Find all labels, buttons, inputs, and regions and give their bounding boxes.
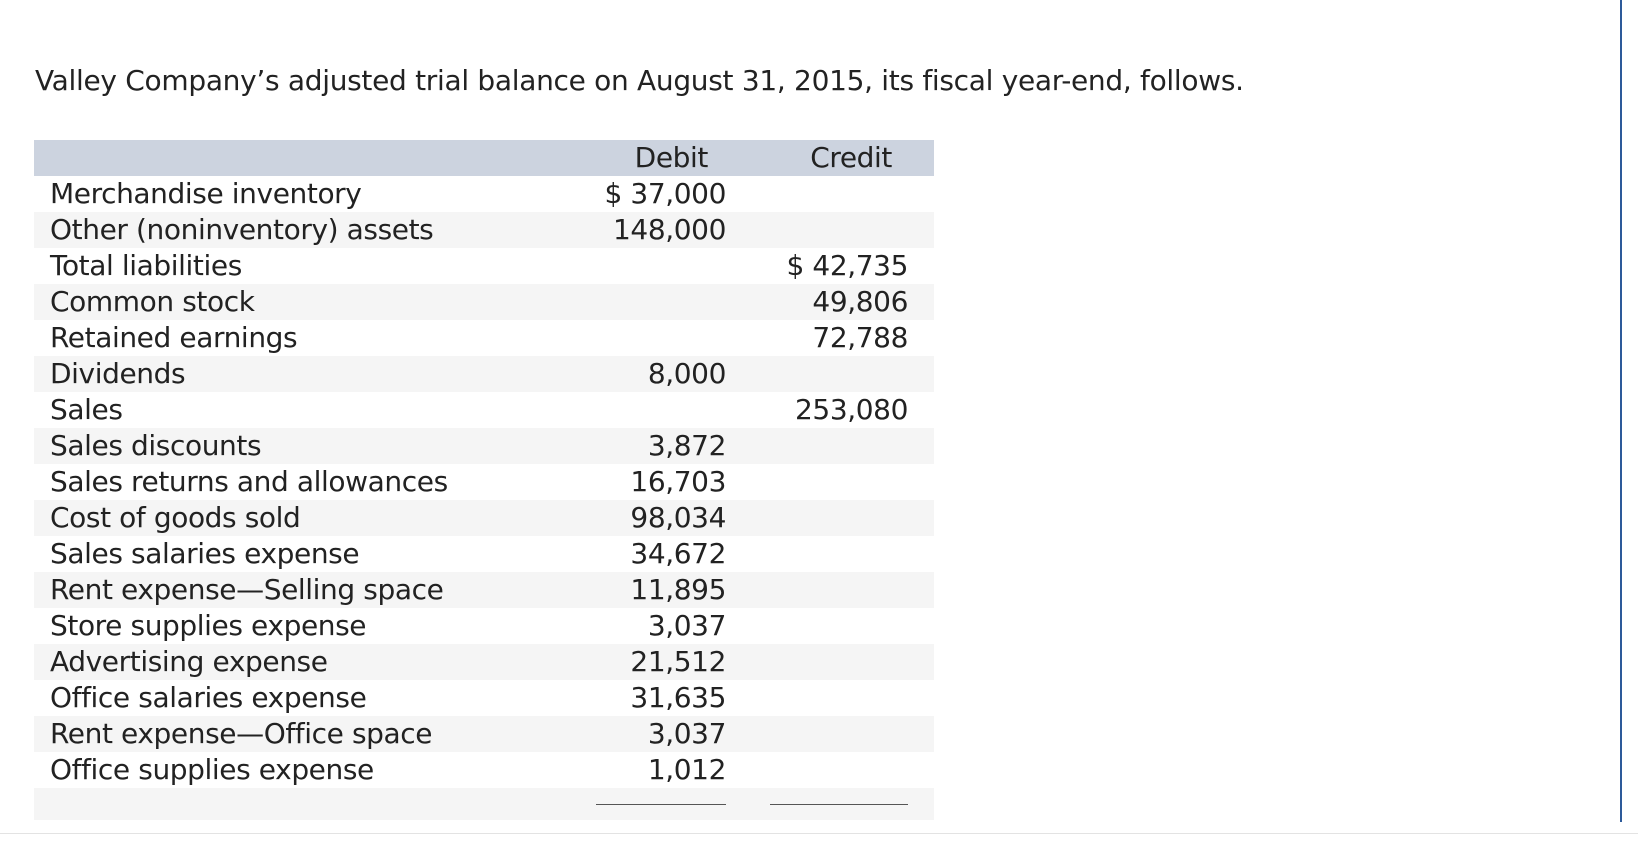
account-name: Sales returns and allowances <box>50 465 448 498</box>
total-underline <box>770 804 908 805</box>
account-name: Merchandise inventory <box>50 177 362 210</box>
table-row: Store supplies expense 3,037 <box>34 608 934 644</box>
debit-amount: 3,872 <box>647 429 727 462</box>
header-debit: Debit <box>634 141 709 174</box>
table-row: Sales returns and allowances 16,703 <box>34 464 934 500</box>
debit-amount: 148,000 <box>613 213 726 246</box>
table-row: Advertising expense 21,512 <box>34 644 934 680</box>
border <box>1620 0 1622 822</box>
account-name: Common stock <box>50 285 255 318</box>
debit-amount: 3,037 <box>647 717 727 750</box>
debit-amount: 8,000 <box>647 357 727 390</box>
table-row: Merchandise inventory $ 37,000 <box>34 176 934 212</box>
header-row: Debit Credit <box>34 140 934 176</box>
account-name: Total liabilities <box>50 249 242 282</box>
table-row: Office salaries expense 31,635 <box>34 680 934 716</box>
account-name: Store supplies expense <box>50 609 367 642</box>
account-name: Dividends <box>50 357 186 390</box>
account-name: Rent expense—Office space <box>50 717 433 750</box>
debit-amount: $ 37,000 <box>604 177 727 210</box>
credit-amount: 72,788 <box>812 321 908 354</box>
credit-amount: 253,080 <box>795 393 908 426</box>
header-credit: Credit <box>810 141 892 174</box>
account-name: Office supplies expense <box>50 753 374 786</box>
table-row: Common stock 49,806 <box>34 284 934 320</box>
debit-amount: 98,034 <box>630 501 726 534</box>
debit-amount: 34,672 <box>630 537 726 570</box>
account-name: Sales discounts <box>50 429 262 462</box>
account-name: Sales salaries expense <box>50 537 360 570</box>
account-name: Other (noninventory) assets <box>50 213 434 246</box>
table-row: Dividends 8,000 <box>34 356 934 392</box>
table-row: Office supplies expense 1,012 <box>34 752 934 788</box>
table-row: Rent expense—Selling space 11,895 <box>34 572 934 608</box>
table-row: Sales 253,080 <box>34 392 934 428</box>
debit-amount: 31,635 <box>630 681 726 714</box>
account-name: Cost of goods sold <box>50 501 301 534</box>
debit-amount: 21,512 <box>630 645 726 678</box>
account-name: Office salaries expense <box>50 681 367 714</box>
table-row: Rent expense—Office space 3,037 <box>34 716 934 752</box>
table-row: Sales discounts 3,872 <box>34 428 934 464</box>
debit-amount: 16,703 <box>630 465 726 498</box>
credit-amount: $ 42,735 <box>786 249 909 282</box>
account-name: Advertising expense <box>50 645 328 678</box>
debit-amount: 11,895 <box>630 573 726 606</box>
intro-text: Valley Company’s adjusted trial balance … <box>35 64 1244 97</box>
divider <box>0 833 1638 834</box>
account-name: Sales <box>50 393 123 426</box>
total-underline <box>596 804 726 805</box>
account-name: Rent expense—Selling space <box>50 573 444 606</box>
table-row: Sales salaries expense 34,672 <box>34 536 934 572</box>
account-name: Retained earnings <box>50 321 298 354</box>
debit-amount: 1,012 <box>647 753 727 786</box>
debit-amount: 3,037 <box>647 609 727 642</box>
credit-amount: 49,806 <box>812 285 908 318</box>
table-row: Other (noninventory) assets 148,000 <box>34 212 934 248</box>
table-row: Total liabilities $ 42,735 <box>34 248 934 284</box>
trial-balance-table: Debit Credit Merchandise inventory $ 37,0… <box>34 140 934 820</box>
table-row: Retained earnings 72,788 <box>34 320 934 356</box>
table-row: Cost of goods sold 98,034 <box>34 500 934 536</box>
